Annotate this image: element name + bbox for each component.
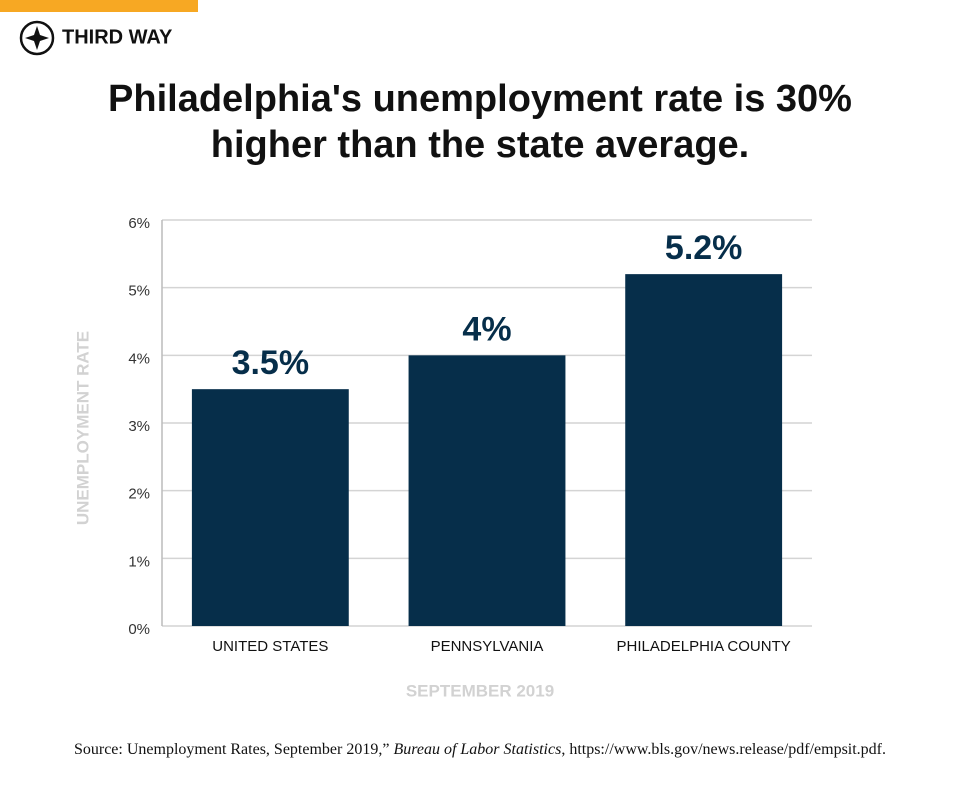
- x-tick-label: PHILADELPHIA COUNTY: [617, 638, 791, 655]
- accent-bar: [0, 0, 198, 12]
- y-tick-label: 0%: [128, 621, 150, 638]
- bar: [191, 389, 349, 626]
- y-axis-title: UNEMPLOYMENT RATE: [73, 331, 92, 525]
- source-text: Source: Unemployment Rates, September 20…: [74, 741, 393, 758]
- source-text: , https://www.bls.gov/news.release/pdf/e…: [561, 741, 886, 758]
- brand: THIRD WAY: [62, 26, 173, 48]
- bar: [625, 274, 783, 626]
- chart-title: Philadelphia's unemployment rate is 30% …: [108, 78, 852, 166]
- logo: [19, 20, 55, 56]
- source: Source: Unemployment Rates, September 20…: [74, 741, 886, 758]
- bar: [408, 355, 566, 626]
- value-label: 4%: [462, 310, 511, 348]
- y-tick-label: 4%: [128, 350, 150, 367]
- x-tick-label: UNITED STATES: [212, 638, 328, 655]
- y-tick-label: 1%: [128, 553, 150, 570]
- value-label: 5.2%: [665, 229, 743, 267]
- value-label: 3.5%: [232, 344, 310, 382]
- y-tick-label: 3%: [128, 418, 150, 435]
- x-axis-title: SEPTEMBER 2019: [406, 681, 554, 700]
- source-publisher: Bureau of Labor Statistics: [393, 741, 561, 758]
- y-tick-label: 2%: [128, 486, 150, 503]
- x-tick-label: PENNSYLVANIA: [431, 638, 544, 655]
- y-tick-label: 5%: [128, 283, 150, 300]
- y-tick-label: 6%: [128, 215, 150, 232]
